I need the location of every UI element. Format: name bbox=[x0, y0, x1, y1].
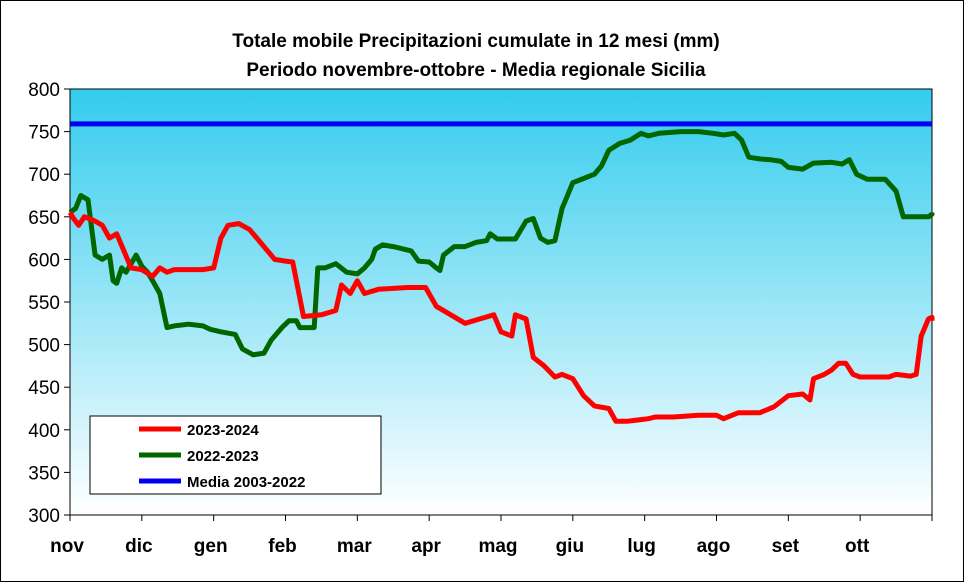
chart-title: Totale mobile Precipitazioni cumulate in… bbox=[232, 31, 719, 52]
legend-label-2022-2023: 2022-2023 bbox=[187, 448, 259, 465]
series-line-2022-2023 bbox=[68, 129, 935, 358]
y-tick-label: 550 bbox=[28, 293, 60, 314]
y-tick-label: 400 bbox=[28, 421, 60, 442]
series-line-2023-2024 bbox=[67, 211, 935, 424]
x-tick-label-ott: ott bbox=[845, 536, 870, 557]
x-tick-label-dic: dic bbox=[125, 536, 153, 557]
y-tick-label: 750 bbox=[28, 123, 60, 144]
chart-subtitle: Periodo novembre-ottobre - Media regiona… bbox=[246, 60, 706, 81]
x-tick-label-set: set bbox=[772, 536, 800, 557]
x-tick-label-lug: lug bbox=[627, 536, 656, 557]
y-tick-label: 700 bbox=[28, 165, 60, 186]
y-tick-label: 600 bbox=[28, 250, 60, 271]
y-tick-label: 800 bbox=[28, 80, 60, 101]
x-tick-label-giu: giu bbox=[556, 536, 585, 557]
legend-box bbox=[89, 415, 382, 495]
x-tick-label-mag: mag bbox=[478, 536, 517, 557]
y-tick-label: 450 bbox=[28, 378, 60, 399]
x-tick-label-apr: apr bbox=[411, 536, 441, 557]
y-tick-label: 300 bbox=[28, 506, 60, 527]
legend: 2023-2024 2022-2023 Media 2003-2022 bbox=[89, 415, 382, 495]
y-axis: 300 350 400 450 500 550 600 650 700 750 800 bbox=[28, 80, 70, 527]
y-tick-label: 500 bbox=[28, 336, 60, 357]
legend-label-media: Media 2003-2022 bbox=[187, 474, 305, 491]
series-layer bbox=[67, 121, 935, 424]
legend-label-2023-2024: 2023-2024 bbox=[187, 422, 259, 439]
x-tick-label-nov: nov bbox=[50, 536, 84, 557]
x-axis: nov dic gen feb mar apr mag giu lug ago set ott bbox=[50, 515, 933, 557]
y-tick-label: 650 bbox=[28, 208, 60, 229]
x-tick-label-gen: gen bbox=[194, 536, 228, 557]
x-tick-label-feb: feb bbox=[268, 536, 297, 557]
y-tick-label: 350 bbox=[28, 463, 60, 484]
x-tick-label-ago: ago bbox=[697, 536, 731, 557]
x-tick-label-mar: mar bbox=[337, 536, 372, 557]
